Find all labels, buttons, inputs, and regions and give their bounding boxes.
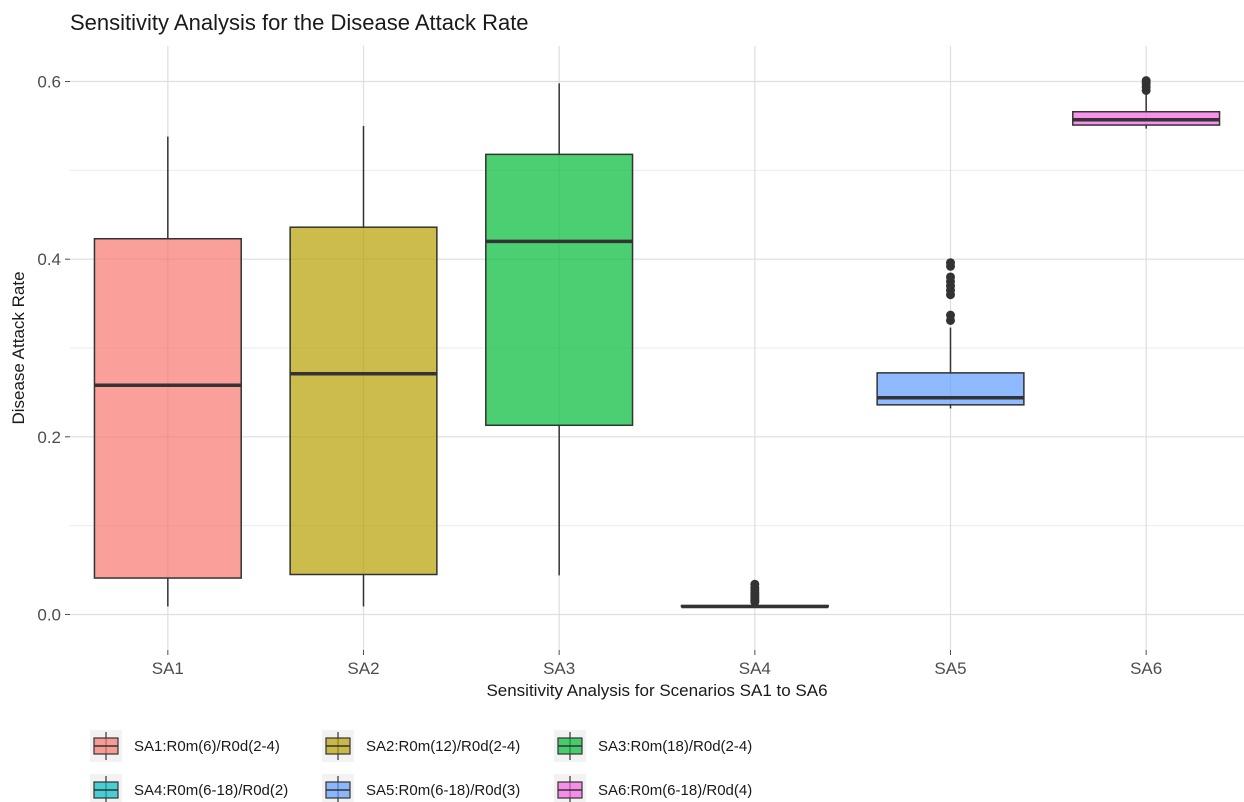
x-tick-label: SA5 xyxy=(934,659,966,678)
x-tick-label: SA2 xyxy=(347,659,379,678)
legend-item-sa6: SA6:R0m(6-18)/R0d(4) xyxy=(554,774,752,802)
outlier-point xyxy=(750,579,760,589)
box-sa4 xyxy=(680,579,829,609)
box-series xyxy=(93,76,1221,609)
x-axis-ticks: SA1 SA2 SA3 SA4 SA5 SA6 xyxy=(152,650,1162,678)
legend-label: SA5:R0m(6-18)/R0d(3) xyxy=(366,782,520,799)
legend-item-sa3: SA3:R0m(18)/R0d(2-4) xyxy=(554,730,752,762)
legend-label: SA2:R0m(12)/R0d(2-4) xyxy=(366,738,520,755)
box-body xyxy=(485,153,634,427)
legend-item-sa4: SA4:R0m(6-18)/R0d(2) xyxy=(90,774,288,802)
box-body xyxy=(876,372,1025,406)
x-axis-title: Sensitivity Analysis for Scenarios SA1 t… xyxy=(486,681,827,700)
x-tick-label: SA1 xyxy=(152,659,184,678)
legend-item-sa1: SA1:R0m(6)/R0d(2-4) xyxy=(90,730,280,762)
outlier-point xyxy=(1141,76,1151,86)
box-sa6 xyxy=(1072,76,1221,129)
outlier-point xyxy=(946,258,955,268)
box-sa5 xyxy=(876,258,1025,409)
y-tick-label: 0.2 xyxy=(37,428,61,447)
y-tick-label: 0.6 xyxy=(37,73,61,92)
box-sa2 xyxy=(289,125,438,607)
outlier-point xyxy=(946,272,955,282)
outlier-point xyxy=(946,310,955,320)
legend-label: SA6:R0m(6-18)/R0d(4) xyxy=(598,782,752,799)
box-sa3 xyxy=(485,83,634,576)
legend-item-sa2: SA2:R0m(12)/R0d(2-4) xyxy=(322,730,520,762)
y-tick-label: 0.0 xyxy=(37,605,61,624)
legend-label: SA1:R0m(6)/R0d(2-4) xyxy=(134,738,280,755)
y-axis-title: Disease Attack Rate xyxy=(9,271,28,424)
legend-label: SA4:R0m(6-18)/R0d(2) xyxy=(134,782,288,799)
x-tick-label: SA3 xyxy=(543,659,575,678)
box-body xyxy=(289,226,438,576)
legend: SA1:R0m(6)/R0d(2-4) SA2:R0m(12)/R0d(2-4) S… xyxy=(90,730,752,802)
box-sa1 xyxy=(93,136,242,607)
legend-label: SA3:R0m(18)/R0d(2-4) xyxy=(598,738,752,755)
x-tick-label: SA4 xyxy=(739,659,771,678)
chart-title: Sensitivity Analysis for the Disease Att… xyxy=(70,10,529,35)
x-tick-label: SA6 xyxy=(1130,659,1162,678)
box-body xyxy=(93,237,242,579)
y-axis-ticks: 0.0 0.2 0.4 0.6 xyxy=(37,73,70,624)
legend-item-sa5: SA5:R0m(6-18)/R0d(3) xyxy=(322,774,520,802)
y-tick-label: 0.4 xyxy=(37,250,61,269)
